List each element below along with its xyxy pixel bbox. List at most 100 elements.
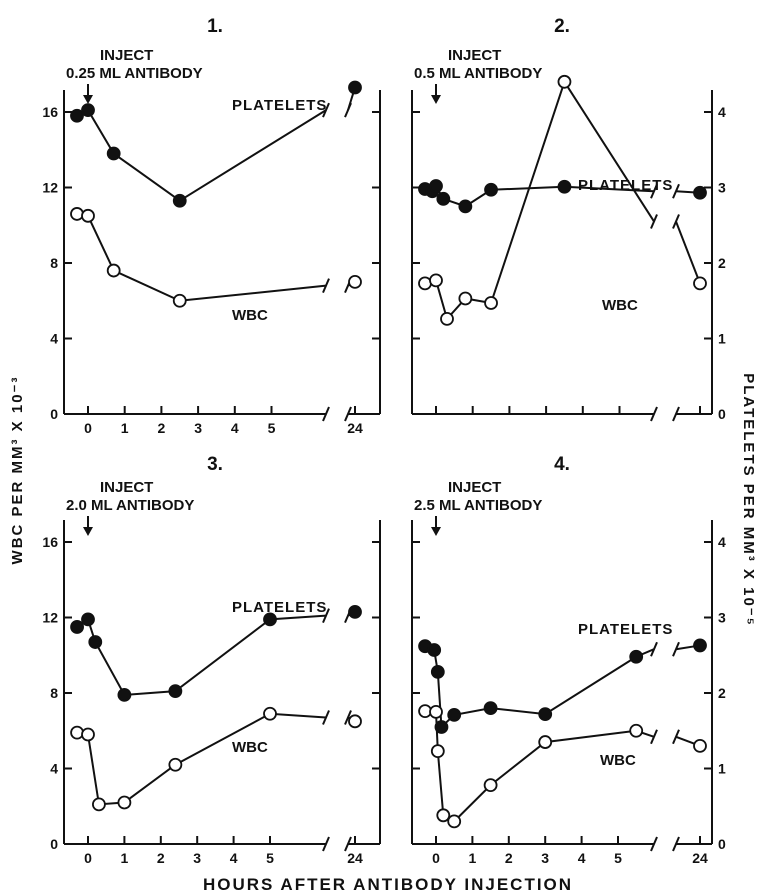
series-label-platelets: PLATELETS bbox=[578, 177, 673, 194]
wbc-point bbox=[81, 208, 95, 223]
platelets-point bbox=[348, 80, 362, 95]
panel-label: 4. bbox=[554, 454, 570, 475]
platelets-break-mark bbox=[650, 641, 658, 657]
x-tick-label: 1 bbox=[121, 420, 129, 436]
wbc-point bbox=[429, 704, 443, 719]
wbc-point bbox=[263, 706, 277, 721]
platelets-point bbox=[693, 638, 707, 653]
platelets-point bbox=[70, 620, 84, 634]
y-tick-label: 0 bbox=[50, 406, 58, 422]
y-tick-label: 4 bbox=[50, 331, 58, 347]
y-tick-label: 8 bbox=[50, 685, 58, 701]
inject-dose-label: 0.25 ML ANTIBODY bbox=[66, 65, 203, 82]
platelets-point bbox=[117, 687, 132, 702]
wbc-point bbox=[440, 311, 454, 326]
platelets-point bbox=[430, 664, 445, 679]
y-tick-label: 0 bbox=[50, 836, 58, 852]
y-tick-label: 2 bbox=[718, 255, 726, 271]
series-label-wbc: WBC bbox=[600, 752, 636, 769]
platelets-point bbox=[348, 604, 362, 619]
y-tick-label: 0 bbox=[718, 836, 726, 852]
platelets-point bbox=[168, 684, 183, 699]
x-tick-label: 2 bbox=[505, 850, 513, 866]
platelets-point bbox=[81, 612, 95, 627]
inject-label: INJECT bbox=[100, 479, 153, 496]
wbc-point bbox=[430, 744, 445, 759]
x-tick-label: 0 bbox=[84, 420, 92, 436]
wbc-point bbox=[418, 276, 432, 291]
platelets-point bbox=[629, 649, 644, 664]
wbc-break-mark bbox=[322, 278, 330, 294]
x-tick-label: 5 bbox=[266, 850, 274, 866]
y-tick-label: 4 bbox=[718, 534, 726, 550]
platelets-line bbox=[76, 614, 327, 696]
x-tick-label: 3 bbox=[194, 420, 202, 436]
wbc-point bbox=[557, 74, 572, 89]
panel-label: 2. bbox=[554, 16, 570, 37]
y-tick-label: 4 bbox=[718, 104, 726, 120]
x-tick-label: 2 bbox=[157, 850, 165, 866]
y-tick-label: 0 bbox=[718, 406, 726, 422]
wbc-line bbox=[76, 712, 327, 806]
axis-break-mark bbox=[650, 406, 658, 422]
x-tick-label: 3 bbox=[193, 850, 201, 866]
wbc-point bbox=[81, 727, 95, 742]
wbc-point bbox=[693, 276, 707, 291]
y-tick-label: 16 bbox=[42, 104, 58, 120]
y-tick-label: 3 bbox=[718, 610, 726, 626]
wbc-break-mark bbox=[322, 710, 330, 725]
x-tick-label: 4 bbox=[230, 850, 238, 866]
inject-label: INJECT bbox=[100, 47, 153, 64]
x-tick-label: 5 bbox=[614, 850, 622, 866]
y-tick-label: 4 bbox=[50, 761, 58, 777]
wbc-point bbox=[70, 725, 84, 740]
platelets-point bbox=[458, 199, 473, 214]
y-tick-label: 3 bbox=[718, 180, 726, 196]
wbc-line bbox=[76, 212, 327, 302]
x-tick-label: 24 bbox=[347, 850, 363, 866]
axis-break-mark bbox=[344, 406, 352, 422]
wbc-point bbox=[538, 735, 553, 749]
wbc-point bbox=[70, 207, 84, 221]
x-tick-label: 4 bbox=[231, 420, 239, 436]
wbc-point bbox=[629, 723, 644, 738]
wbc-line-after-break bbox=[675, 221, 701, 284]
axis-break-mark bbox=[672, 406, 680, 422]
wbc-point bbox=[429, 273, 443, 288]
axis-break-mark bbox=[322, 406, 330, 422]
y-tick-label: 1 bbox=[718, 761, 726, 777]
axis-break-mark bbox=[672, 836, 680, 852]
series-label-platelets: PLATELETS bbox=[578, 621, 673, 638]
inject-arrow-head bbox=[431, 95, 441, 104]
series-label-wbc: WBC bbox=[602, 297, 638, 314]
x-tick-label: 0 bbox=[432, 850, 440, 866]
platelets-point bbox=[557, 179, 572, 194]
platelets-point bbox=[693, 185, 707, 200]
axis-break-mark bbox=[344, 836, 352, 852]
platelets-point bbox=[434, 720, 449, 734]
wbc-point bbox=[117, 795, 132, 810]
platelets-break-mark bbox=[672, 641, 680, 657]
wbc-point bbox=[348, 274, 362, 289]
wbc-point bbox=[92, 797, 106, 812]
platelets-point bbox=[106, 146, 121, 161]
platelets-point bbox=[172, 193, 187, 208]
inject-arrow-head bbox=[431, 527, 441, 536]
wbc-point bbox=[168, 757, 183, 772]
wbc-point bbox=[458, 291, 473, 306]
series-label-platelets: PLATELETS bbox=[232, 599, 327, 616]
platelets-point bbox=[447, 707, 462, 722]
platelets-break-mark bbox=[322, 608, 330, 624]
y-tick-label: 12 bbox=[42, 610, 58, 626]
y-tick-label: 16 bbox=[42, 534, 58, 550]
x-tick-label: 5 bbox=[268, 420, 276, 436]
inject-dose-label: 2.5 ML ANTIBODY bbox=[414, 497, 542, 514]
wbc-point bbox=[483, 778, 498, 793]
wbc-point bbox=[693, 738, 707, 753]
wbc-break-mark bbox=[672, 729, 680, 745]
inject-dose-label: 0.5 ML ANTIBODY bbox=[414, 65, 542, 82]
